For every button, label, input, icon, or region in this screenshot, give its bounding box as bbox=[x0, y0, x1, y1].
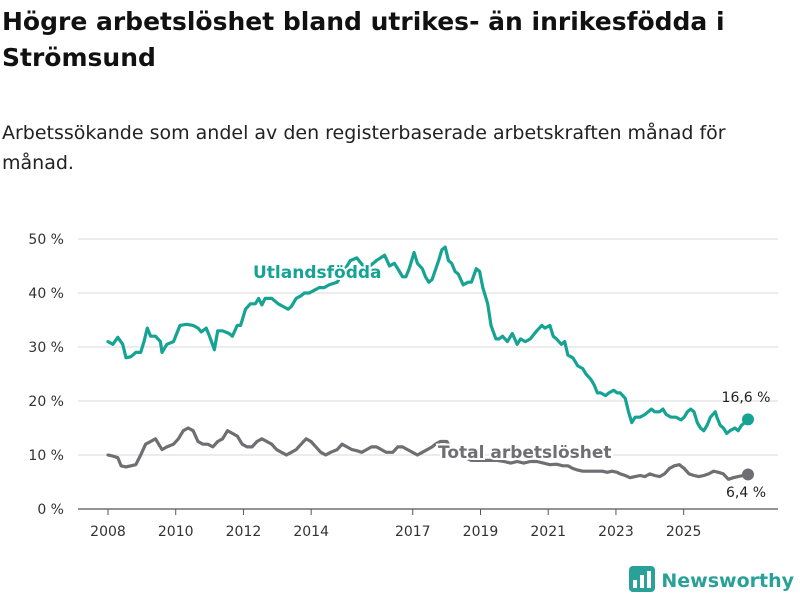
x-tick-label: 2017 bbox=[395, 524, 431, 540]
series bbox=[106, 245, 754, 481]
x-tick-label: 2010 bbox=[158, 524, 194, 540]
x-tick-label: 2025 bbox=[666, 524, 702, 540]
newsworthy-logo-icon bbox=[629, 566, 656, 596]
end-point-total bbox=[742, 468, 754, 481]
series-line-utlandsfodda bbox=[106, 245, 750, 435]
x-tick-label: 2014 bbox=[293, 524, 329, 540]
series-line-total bbox=[106, 426, 750, 481]
brand: Newsworthy bbox=[629, 566, 794, 596]
y-tick-label: 40 % bbox=[28, 286, 64, 302]
labels: Utlandsfödda Total arbetslöshet 16,6 % 6,4 … bbox=[251, 261, 771, 501]
y-tick-label: 0 % bbox=[37, 502, 64, 518]
chart-title: Högre arbetslöshet bland utrikes- än inr… bbox=[2, 7, 725, 72]
x-tick-label: 2023 bbox=[598, 524, 634, 540]
x-tick-label: 2012 bbox=[226, 524, 262, 540]
x-tick-label: 2008 bbox=[90, 524, 126, 540]
chart-subtitle: Arbetssökande som andel av den registerb… bbox=[2, 122, 726, 174]
y-tick-label: 30 % bbox=[28, 340, 64, 356]
gridlines bbox=[78, 238, 778, 510]
series-label-utlandsfodda: Utlandsfödda bbox=[253, 263, 382, 283]
y-tick-label: 20 % bbox=[28, 394, 64, 410]
axes: 0 % 10 % 20 % 30 % 40 % 50 % 2008 2010 2012 2014 2… bbox=[28, 232, 701, 540]
y-tick-label: 50 % bbox=[28, 232, 64, 248]
y-tick-label: 10 % bbox=[28, 448, 64, 464]
end-label-utlandsfodda: 16,6 % bbox=[722, 390, 771, 406]
brand-name: Newsworthy bbox=[661, 570, 794, 592]
x-tick-label: 2019 bbox=[463, 524, 499, 540]
series-label-total: Total arbetslöshet bbox=[438, 443, 612, 463]
end-point-utlandsfodda bbox=[742, 413, 754, 426]
x-tick-label: 2021 bbox=[530, 524, 566, 540]
end-label-total: 6,4 % bbox=[726, 485, 766, 501]
